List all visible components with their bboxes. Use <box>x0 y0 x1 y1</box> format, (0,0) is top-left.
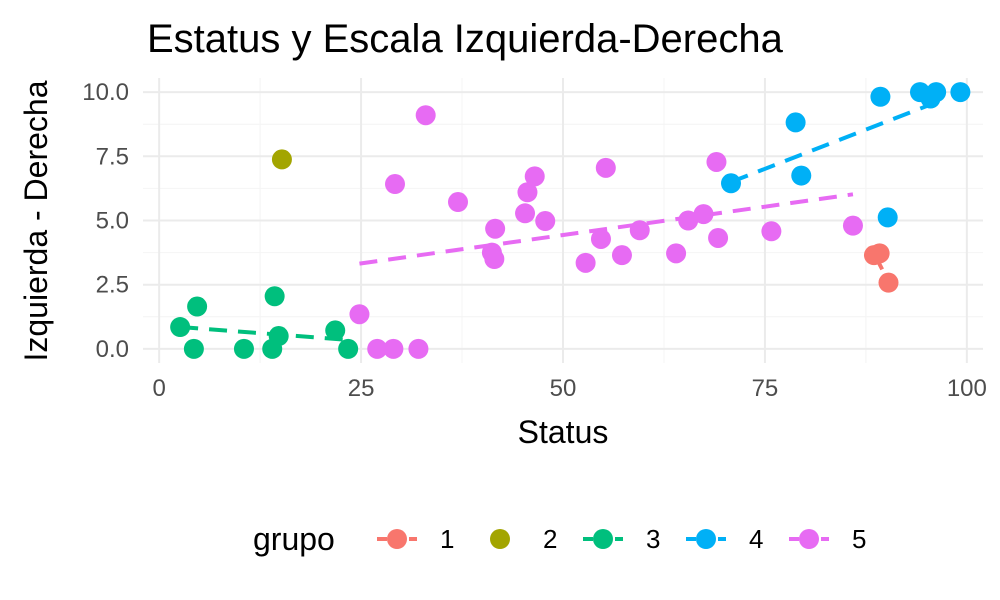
data-point-grupo-3 <box>268 326 289 347</box>
trend-line-grupo-3 <box>180 325 349 342</box>
x-tick-label: 25 <box>348 375 375 402</box>
legend-label: 5 <box>852 524 866 554</box>
data-point-grupo-5 <box>535 211 556 232</box>
data-point-grupo-5 <box>678 210 699 231</box>
data-point-grupo-5 <box>415 105 436 126</box>
data-point-grupo-4 <box>721 173 741 194</box>
y-tick-label: 0.0 <box>96 336 129 363</box>
data-point-grupo-5 <box>408 338 429 359</box>
data-point-grupo-5 <box>595 157 616 178</box>
legend-label: 4 <box>749 524 763 554</box>
data-point-grupo-1 <box>869 243 890 264</box>
data-point-grupo-5 <box>590 228 611 249</box>
legend-item-grupo-5: 5 <box>789 524 866 554</box>
data-point-grupo-5 <box>485 218 506 239</box>
legend-title: grupo <box>253 521 335 557</box>
data-point-grupo-3 <box>264 286 285 307</box>
data-point-grupo-5 <box>575 252 596 273</box>
x-tick-label: 50 <box>550 375 577 402</box>
y-tick-label: 5.0 <box>96 208 129 235</box>
data-point-grupo-5 <box>385 174 405 195</box>
data-points <box>170 82 971 359</box>
data-point-grupo-4 <box>926 82 947 103</box>
data-point-grupo-5 <box>666 243 687 264</box>
axis-ticks: 0 25 50 75 100 0.0 2.5 5.0 7.5 10.0 <box>82 79 987 402</box>
legend-item-grupo-4: 4 <box>686 524 763 554</box>
y-tick-label: 10.0 <box>82 79 129 106</box>
data-point-grupo-5 <box>629 220 650 241</box>
chart-title: Estatus y Escala Izquierda-Derecha <box>147 17 784 61</box>
data-point-grupo-4 <box>870 86 891 107</box>
data-point-grupo-5 <box>706 151 727 172</box>
data-point-grupo-4 <box>791 165 812 186</box>
data-point-grupo-4 <box>785 112 806 133</box>
data-point-grupo-3 <box>338 338 359 359</box>
data-point-grupo-5 <box>349 304 370 325</box>
data-point-grupo-5 <box>517 182 538 203</box>
y-axis-label: Izquierda - Derecha <box>18 80 54 361</box>
legend-key-point <box>696 529 716 549</box>
data-point-grupo-3 <box>187 296 208 317</box>
data-point-grupo-5 <box>693 204 714 225</box>
data-point-grupo-5 <box>611 245 632 266</box>
data-point-grupo-4 <box>950 82 971 103</box>
data-point-grupo-3 <box>233 338 254 359</box>
legend-item-grupo-3: 3 <box>583 524 660 554</box>
legend-label: 1 <box>440 524 454 554</box>
data-point-grupo-5 <box>761 221 782 242</box>
data-point-grupo-5 <box>367 338 388 359</box>
data-point-grupo-5 <box>484 249 505 270</box>
data-point-grupo-1 <box>878 272 899 293</box>
data-point-grupo-2 <box>271 149 292 170</box>
legend-item-grupo-1: 1 <box>377 524 454 554</box>
data-point-grupo-5 <box>842 215 863 236</box>
trend-line-grupo-5 <box>359 192 854 266</box>
x-axis-label: Status <box>518 414 609 450</box>
legend-key-point <box>593 529 613 549</box>
legend-key-point <box>387 529 407 549</box>
legend-key-point <box>490 529 510 549</box>
x-tick-label: 0 <box>152 375 165 402</box>
legend: grupo 1 2 3 4 5 <box>253 521 866 557</box>
y-tick-label: 7.5 <box>96 143 129 170</box>
legend-item-grupo-2: 2 <box>490 524 557 554</box>
legend-label: 2 <box>543 524 557 554</box>
legend-label: 3 <box>646 524 660 554</box>
x-tick-label: 75 <box>752 375 779 402</box>
data-point-grupo-3 <box>325 320 346 341</box>
legend-key-point <box>799 529 819 549</box>
data-point-grupo-4 <box>877 207 898 228</box>
data-point-grupo-5 <box>515 203 536 224</box>
x-tick-label: 100 <box>947 375 987 402</box>
y-tick-label: 2.5 <box>96 272 129 299</box>
data-point-grupo-3 <box>183 338 204 359</box>
data-point-grupo-5 <box>383 338 404 359</box>
grid <box>143 78 983 363</box>
data-point-grupo-5 <box>448 192 468 213</box>
data-point-grupo-5 <box>708 227 729 248</box>
data-point-grupo-5 <box>524 166 545 187</box>
trend-line-grupo-4 <box>730 100 937 184</box>
data-point-grupo-3 <box>170 317 191 338</box>
